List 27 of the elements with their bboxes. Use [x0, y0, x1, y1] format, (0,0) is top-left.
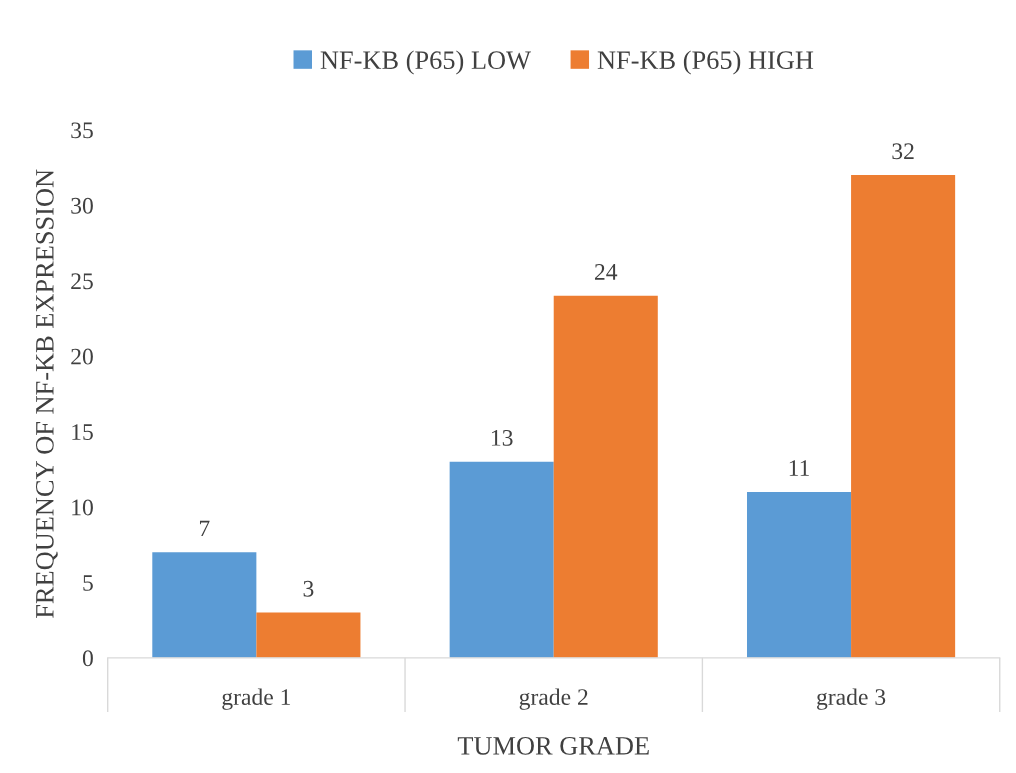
y-tick-label: 20: [71, 348, 93, 365]
data-label: 32: [892, 143, 914, 160]
data-label: 11: [789, 460, 809, 476]
bar: [152, 552, 257, 658]
bar: [449, 461, 554, 658]
x-axis-title: TUMOR GRADE: [457, 736, 649, 755]
legend-label: NF-KB (P65) LOW: [320, 50, 531, 75]
y-tick-label: 0: [82, 650, 93, 667]
y-tick-label: 35: [71, 122, 93, 139]
x-tick-label: grade 1: [222, 688, 291, 710]
x-tick-label: grade 2: [519, 688, 588, 710]
data-label: 13: [491, 429, 513, 446]
y-tick-label: 15: [72, 424, 93, 440]
y-tick-label: 30: [71, 197, 93, 214]
y-tick-label: 5: [83, 575, 93, 591]
data-label: 3: [303, 580, 314, 597]
y-axis-title: FREQUENCY OF NF-KB EXPRESSION: [35, 169, 58, 619]
bar: [256, 612, 361, 658]
bar: [747, 491, 852, 658]
y-tick-label: 25: [71, 273, 93, 290]
x-tick-label: grade 3: [817, 688, 886, 710]
data-label: 7: [199, 520, 210, 537]
bar: [553, 295, 658, 658]
y-tick-label: 10: [72, 499, 93, 516]
legend-label: NF-KB (P65) HIGH: [597, 50, 814, 75]
bar: [851, 175, 956, 658]
data-label: 24: [594, 264, 618, 280]
